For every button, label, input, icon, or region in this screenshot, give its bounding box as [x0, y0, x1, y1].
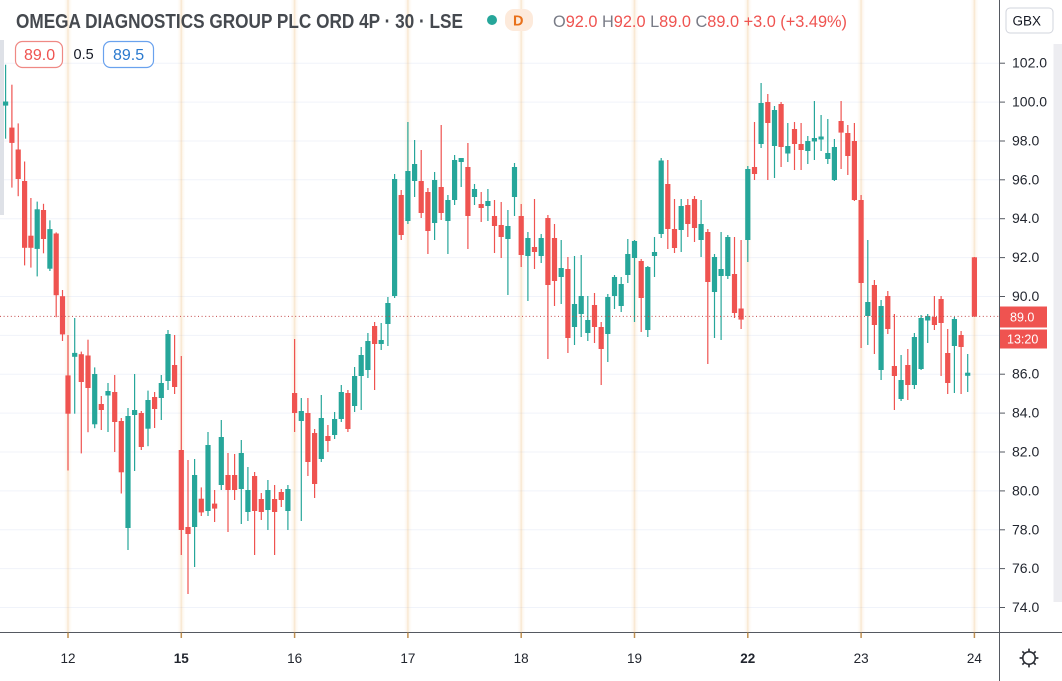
- svg-text:15: 15: [174, 651, 190, 666]
- svg-text:17: 17: [400, 651, 415, 666]
- svg-text:D: D: [513, 14, 523, 30]
- svg-text:89.0: 89.0: [24, 47, 55, 64]
- svg-text:102.0: 102.0: [1012, 55, 1047, 71]
- svg-text:92.0: 92.0: [1012, 249, 1039, 265]
- svg-text:74.0: 74.0: [1012, 599, 1039, 615]
- svg-text:94.0: 94.0: [1012, 210, 1039, 226]
- svg-text:24: 24: [967, 651, 983, 666]
- svg-text:O92.0 H92.0 L89.0 C89.0 +3.0 (: O92.0 H92.0 L89.0 C89.0 +3.0 (+3.49%): [553, 13, 847, 31]
- svg-text:86.0: 86.0: [1012, 366, 1039, 382]
- svg-text:100.0: 100.0: [1012, 94, 1047, 110]
- svg-text:0.5: 0.5: [74, 47, 94, 63]
- svg-text:19: 19: [627, 651, 642, 666]
- svg-text:22: 22: [740, 651, 755, 666]
- svg-text:23: 23: [854, 651, 869, 666]
- svg-text:90.0: 90.0: [1012, 288, 1039, 304]
- svg-text:78.0: 78.0: [1012, 521, 1039, 537]
- svg-text:96.0: 96.0: [1012, 171, 1039, 187]
- svg-text:80.0: 80.0: [1012, 482, 1039, 498]
- svg-text:89.5: 89.5: [113, 47, 144, 64]
- svg-text:82.0: 82.0: [1012, 444, 1039, 460]
- svg-text:GBX: GBX: [1013, 14, 1042, 29]
- svg-text:18: 18: [514, 651, 529, 666]
- svg-text:12: 12: [60, 651, 75, 666]
- svg-text:16: 16: [287, 651, 302, 666]
- svg-text:89.0: 89.0: [1010, 311, 1034, 325]
- svg-text:98.0: 98.0: [1012, 133, 1039, 149]
- svg-text:13:20: 13:20: [1007, 333, 1038, 347]
- svg-text:84.0: 84.0: [1012, 405, 1039, 421]
- svg-text:76.0: 76.0: [1012, 560, 1039, 576]
- svg-text:OMEGA DIAGNOSTICS GROUP PLC OR: OMEGA DIAGNOSTICS GROUP PLC ORD 4P · 30 …: [16, 11, 463, 33]
